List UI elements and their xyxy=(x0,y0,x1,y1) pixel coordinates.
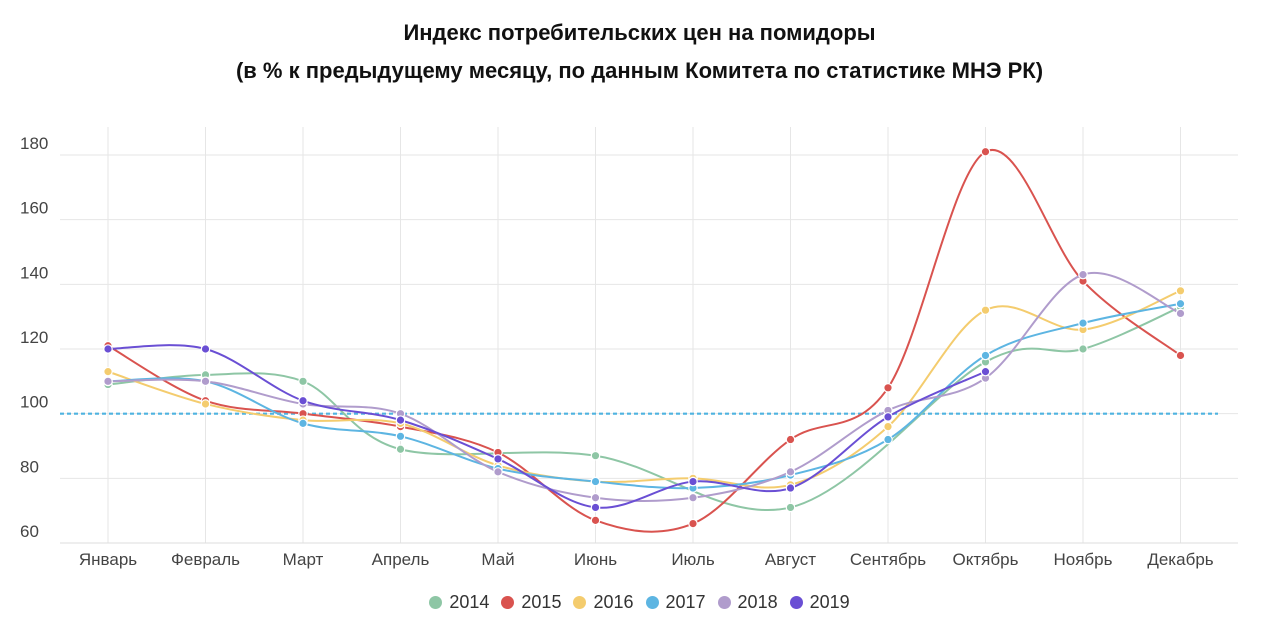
data-point-2019 xyxy=(395,415,406,425)
data-point-2015 xyxy=(980,146,991,157)
x-tick-label: Июнь xyxy=(574,550,617,569)
y-tick-label: 180 xyxy=(20,134,48,153)
data-point-2018 xyxy=(493,467,503,477)
chart-title: Индекс потребительских цен на помидоры (… xyxy=(0,14,1279,90)
x-tick-label: Июль xyxy=(671,550,715,569)
x-tick-label: Сентябрь xyxy=(850,550,926,569)
legend-label: 2017 xyxy=(665,592,706,612)
x-tick-label: Декабрь xyxy=(1147,550,1213,569)
data-point-2015 xyxy=(883,382,893,393)
data-point-2019 xyxy=(883,412,893,422)
data-point-2016 xyxy=(980,305,991,315)
data-point-2019 xyxy=(688,476,698,487)
data-point-2018 xyxy=(103,376,113,387)
y-tick-label: 140 xyxy=(20,263,48,282)
data-point-2016 xyxy=(200,399,211,409)
legend-swatch xyxy=(789,596,803,609)
data-point-2017 xyxy=(395,431,406,442)
legend-item-2015: 2015 xyxy=(501,592,561,613)
chart-title-line-2: (в % к предыдущему месяцу, по данным Ком… xyxy=(235,58,1044,83)
legend-label: 2014 xyxy=(449,592,490,612)
y-tick-label: 100 xyxy=(20,393,48,412)
data-point-2014 xyxy=(785,502,796,513)
data-point-2019 xyxy=(103,344,113,354)
data-point-2017 xyxy=(980,350,991,361)
line-chart: 60 80 100 120 140 160 180 Январь Февраль Март Апре… xyxy=(20,127,1238,569)
data-point-2019 xyxy=(298,395,308,406)
y-tick-label: 60 xyxy=(20,522,39,541)
x-tick-label: Январь xyxy=(79,550,137,569)
legend-item-2016: 2016 xyxy=(573,592,634,613)
legend-swatch xyxy=(429,596,443,609)
series-line-2014 xyxy=(107,306,1181,512)
legend-item-2017: 2017 xyxy=(645,592,706,613)
legend-item-2019: 2019 xyxy=(789,592,850,613)
data-point-2019 xyxy=(785,483,796,493)
data-point-2014 xyxy=(1078,344,1088,354)
series-line-2018 xyxy=(107,271,1181,502)
series-line-2017 xyxy=(107,302,1181,490)
x-tick-label: Ноябрь xyxy=(1054,550,1113,569)
series-line-2019 xyxy=(107,344,986,509)
data-point-2018 xyxy=(200,376,211,387)
x-tick-label: Февраль xyxy=(171,550,240,569)
data-point-2017 xyxy=(298,418,308,429)
data-point-2017 xyxy=(590,476,601,487)
data-point-2016 xyxy=(1175,285,1186,296)
data-point-2015 xyxy=(785,434,796,445)
legend-label: 2018 xyxy=(737,592,778,612)
data-point-2014 xyxy=(395,444,406,455)
x-tick-label: Август xyxy=(765,550,816,569)
data-point-2017 xyxy=(1078,318,1088,328)
data-point-2018 xyxy=(1078,269,1088,280)
legend-swatch xyxy=(717,596,731,609)
data-point-2015 xyxy=(688,518,698,529)
x-tick-label: Май xyxy=(481,550,514,569)
y-tick-label: 160 xyxy=(20,199,48,218)
data-point-2018 xyxy=(688,492,698,503)
y-tick-label: 120 xyxy=(20,328,48,347)
x-tick-label: Октябрь xyxy=(953,550,1019,569)
legend-label: 2015 xyxy=(521,592,562,612)
legend-item-2014: 2014 xyxy=(429,592,489,613)
data-point-2018 xyxy=(1175,308,1186,319)
data-point-2019 xyxy=(493,454,503,464)
data-point-2018 xyxy=(590,492,601,503)
data-point-2017 xyxy=(1175,298,1186,309)
data-point-2019 xyxy=(200,344,211,354)
data-point-2018 xyxy=(785,467,796,477)
data-point-2016 xyxy=(883,421,893,432)
data-point-2014 xyxy=(590,450,601,461)
x-tick-label: Март xyxy=(283,550,324,569)
chart-title-line-1: Индекс потребительских цен на помидоры xyxy=(403,20,876,45)
data-point-2015 xyxy=(590,515,601,526)
chart-legend: 2014 2015 2016 2017 2018 2019 xyxy=(0,592,1279,613)
legend-swatch xyxy=(501,596,515,609)
data-point-2015 xyxy=(1175,350,1186,361)
y-tick-label: 80 xyxy=(20,457,39,476)
data-point-2019 xyxy=(590,502,601,513)
data-point-2016 xyxy=(103,366,113,377)
legend-label: 2019 xyxy=(809,592,850,612)
legend-swatch xyxy=(573,596,587,609)
legend-swatch xyxy=(645,596,659,609)
series-line-2016 xyxy=(107,289,1181,489)
x-tick-label: Апрель xyxy=(372,550,430,569)
data-point-2014 xyxy=(298,376,308,387)
legend-item-2018: 2018 xyxy=(717,592,778,613)
data-point-2019 xyxy=(980,366,991,377)
legend-label: 2016 xyxy=(593,592,634,612)
data-point-2017 xyxy=(883,434,893,445)
